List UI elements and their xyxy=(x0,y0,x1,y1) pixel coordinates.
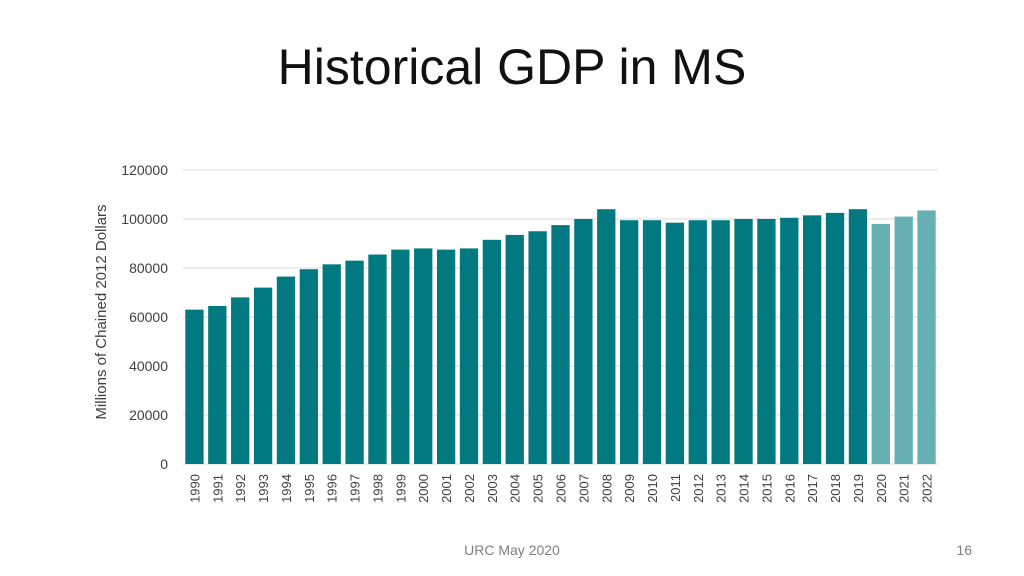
bar-2008 xyxy=(597,209,616,464)
bar-2005 xyxy=(528,231,547,464)
bar-1994 xyxy=(276,276,296,464)
bar-1993 xyxy=(253,287,273,464)
bar-2010 xyxy=(642,220,662,464)
bar-2020 xyxy=(871,223,890,464)
y-tick-label: 0 xyxy=(160,456,168,472)
bar-2013 xyxy=(711,220,730,464)
y-tick-label: 20000 xyxy=(129,407,168,423)
x-tick-label: 2019 xyxy=(851,474,866,503)
x-tick-label: 1997 xyxy=(348,474,363,503)
x-tick-label: 2020 xyxy=(874,474,889,503)
x-tick-label: 1993 xyxy=(256,474,271,503)
bar-2014 xyxy=(734,219,753,464)
x-tick-label: 1995 xyxy=(302,474,317,503)
y-tick-label: 60000 xyxy=(129,309,168,325)
x-tick-label: 2018 xyxy=(828,474,843,503)
footer-text: URC May 2020 xyxy=(464,542,560,558)
bar-2016 xyxy=(780,217,799,464)
bar-2009 xyxy=(619,220,639,464)
bar-2019 xyxy=(848,209,868,464)
y-axis-title: Millions of Chained 2012 Dollars xyxy=(93,204,110,419)
x-tick-label: 2022 xyxy=(920,474,935,503)
bar-1999 xyxy=(391,249,410,464)
bar-1991 xyxy=(208,305,227,464)
x-tick-label: 1991 xyxy=(210,474,225,503)
bar-1996 xyxy=(322,264,341,464)
bar-2021 xyxy=(894,216,913,464)
bar-2001 xyxy=(436,249,456,464)
x-tick-label: 2016 xyxy=(782,474,797,503)
x-tick-label: 2010 xyxy=(645,474,660,503)
bar-2006 xyxy=(551,225,570,464)
bar-2002 xyxy=(459,248,479,464)
slide-number: 16 xyxy=(956,542,972,558)
bar-2000 xyxy=(414,248,433,464)
bar-2017 xyxy=(803,215,822,464)
x-tick-label: 2001 xyxy=(439,474,454,503)
x-tick-label: 2013 xyxy=(714,474,729,503)
bar-2015 xyxy=(757,219,776,464)
x-tick-label: 2009 xyxy=(622,474,637,503)
gdp-bar-chart: 0 20000 40000 60000 80000 100000 120000 Million… xyxy=(80,150,960,530)
x-tick-label: 2004 xyxy=(508,474,523,503)
x-tick-label: 2012 xyxy=(691,474,706,503)
x-tick-label: 2015 xyxy=(759,474,774,503)
y-tick-label: 40000 xyxy=(129,358,168,374)
bar-2012 xyxy=(688,220,707,464)
x-tick-label: 1992 xyxy=(233,474,248,503)
x-tick-label: 2007 xyxy=(576,474,591,503)
bar-2003 xyxy=(482,239,502,464)
bar-1997 xyxy=(345,260,364,464)
x-tick-label: 2011 xyxy=(668,474,683,502)
x-tick-label: 2008 xyxy=(599,474,614,503)
x-tick-label: 2005 xyxy=(531,474,546,503)
x-tick-label: 2000 xyxy=(416,474,431,503)
slide-title: Historical GDP in MS xyxy=(277,39,747,95)
x-tick-label: 1994 xyxy=(279,474,294,503)
x-tick-label: 1990 xyxy=(187,474,202,503)
y-tick-label: 80000 xyxy=(129,260,168,276)
bar-2011 xyxy=(665,222,685,464)
bar-1992 xyxy=(231,297,250,464)
x-tick-label: 2017 xyxy=(805,474,820,503)
y-tick-label: 120000 xyxy=(121,162,168,178)
bar-1998 xyxy=(368,254,387,464)
y-tick-label: 100000 xyxy=(121,211,168,227)
x-tick-label: 2006 xyxy=(554,474,569,503)
x-tick-label: 1998 xyxy=(370,474,385,503)
bar-2018 xyxy=(825,212,845,464)
bar-2004 xyxy=(505,234,524,464)
bar-1995 xyxy=(299,269,318,464)
bar-2022 xyxy=(917,210,936,464)
x-tick-label: 2002 xyxy=(462,474,477,503)
x-tick-label: 2003 xyxy=(485,474,500,503)
chart-svg: 0 20000 40000 60000 80000 100000 120000 Million… xyxy=(93,162,938,503)
x-tick-label: 1996 xyxy=(325,474,340,503)
x-tick-label: 2014 xyxy=(737,474,752,503)
x-tick-label: 2021 xyxy=(897,474,912,503)
bar-2007 xyxy=(574,219,593,464)
x-tick-label: 1999 xyxy=(393,474,408,503)
bar-1990 xyxy=(185,309,204,464)
